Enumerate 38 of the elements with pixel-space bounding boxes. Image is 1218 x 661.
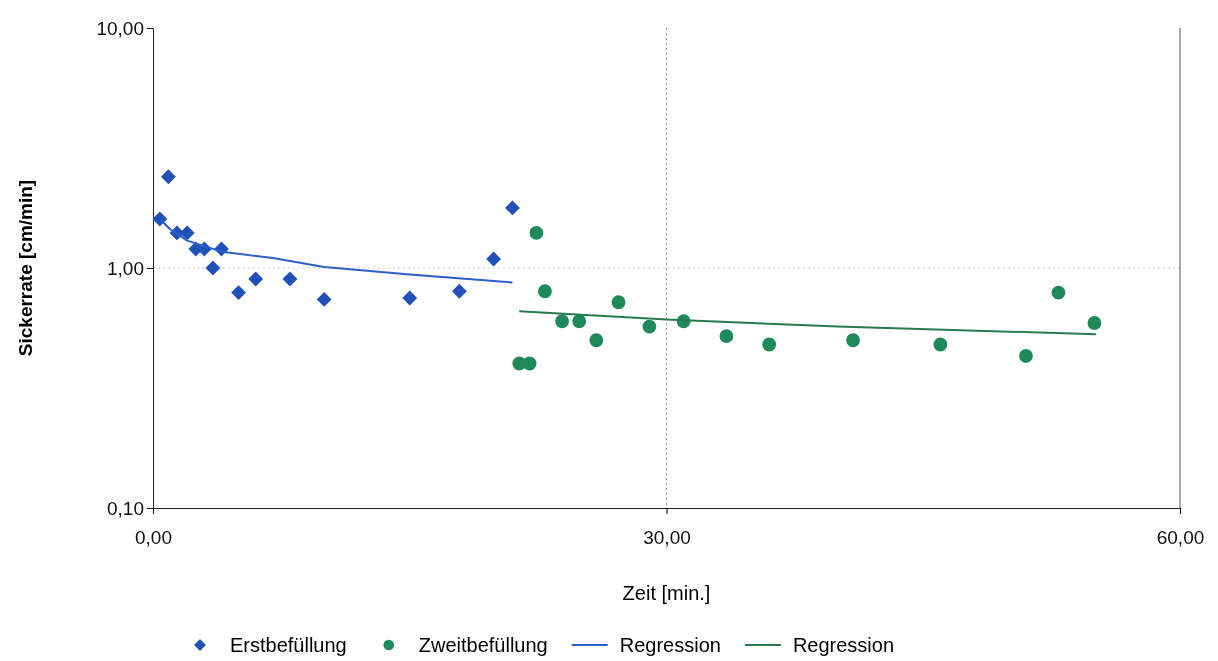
point (522, 356, 537, 371)
y-axis-title: Sickerrate [cm/min] (15, 179, 36, 357)
legend-label: Regression (619, 634, 721, 656)
line-series (518, 310, 1098, 336)
legend-label: Zweitbefüllung (418, 634, 548, 656)
point (231, 285, 246, 300)
x-tick-label: 60,00 (1156, 526, 1205, 548)
point (451, 283, 467, 299)
point (248, 271, 264, 287)
point (933, 337, 948, 352)
y-tick-label: 1,00 (107, 257, 144, 279)
x-axis-title: Zeit [min.] (622, 582, 711, 604)
x-tick-label: 0,00 (135, 526, 172, 548)
point (1087, 316, 1102, 330)
point (282, 271, 298, 287)
point (1051, 285, 1066, 300)
point (611, 295, 626, 310)
y-tick-label: 10,00 (96, 17, 144, 39)
point (538, 284, 552, 299)
point (555, 314, 569, 329)
point (402, 290, 418, 306)
legend-label: Erstbefüllung (230, 634, 347, 656)
legend-label: Regression (792, 634, 895, 656)
point (316, 291, 332, 307)
point (529, 226, 544, 240)
point (1019, 349, 1033, 363)
point (642, 319, 657, 334)
point (589, 333, 604, 348)
y-tick-label: 0,10 (107, 497, 144, 519)
x-tick-label: 30,00 (643, 526, 691, 548)
point (719, 329, 734, 344)
point (572, 314, 587, 329)
point (486, 251, 502, 267)
point (505, 200, 520, 216)
point (160, 169, 176, 185)
point (846, 333, 860, 348)
point (205, 260, 221, 276)
point (762, 337, 777, 352)
